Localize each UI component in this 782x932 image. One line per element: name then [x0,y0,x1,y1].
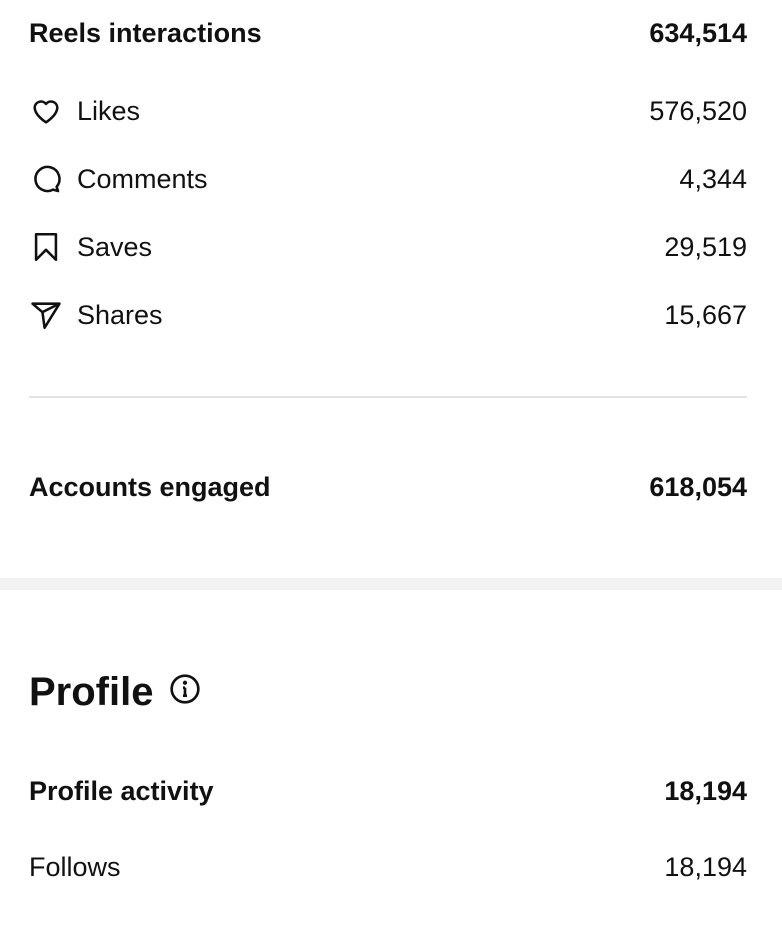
accounts-engaged-row: Accounts engaged 618,054 [29,472,747,503]
profile-heading: Profile [29,670,201,715]
accounts-engaged-label: Accounts engaged [29,472,271,502]
profile-activity-row: Profile activity 18,194 [29,776,747,807]
reels-interactions-label: Reels interactions [29,18,262,48]
section-separator [0,578,782,590]
follows-row: Follows 18,194 [29,852,747,883]
comments-row: Comments 4,344 [29,162,747,196]
comment-icon [29,162,63,196]
shares-value: 15,667 [664,299,747,330]
divider [29,396,747,398]
saves-value: 29,519 [664,231,747,262]
saves-label: Saves [77,231,153,262]
profile-activity-label: Profile activity [29,776,214,806]
saves-row: Saves 29,519 [29,230,747,264]
share-icon [29,298,63,332]
info-icon[interactable] [169,670,201,715]
comments-label: Comments [77,163,208,194]
accounts-engaged-value: 618,054 [649,472,747,502]
likes-value: 576,520 [649,95,747,126]
comments-value: 4,344 [679,163,747,194]
likes-label: Likes [77,95,141,126]
likes-row: Likes 576,520 [29,94,747,128]
heart-icon [29,94,63,128]
profile-activity-value: 18,194 [664,776,747,806]
shares-row: Shares 15,667 [29,298,747,332]
bookmark-icon [29,230,63,264]
reels-interactions-value: 634,514 [649,18,747,48]
follows-label: Follows [29,852,121,882]
shares-label: Shares [77,299,163,330]
profile-title: Profile [29,670,154,714]
reels-interactions-row: Reels interactions 634,514 [29,18,747,49]
follows-value: 18,194 [664,852,747,882]
